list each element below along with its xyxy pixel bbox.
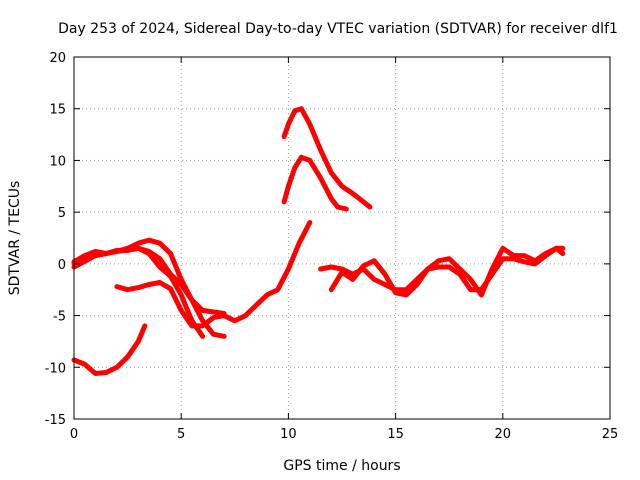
series-track-3 xyxy=(71,245,206,339)
data-series xyxy=(71,106,566,376)
y-axis-label: SDTVAR / TECUs xyxy=(7,181,23,296)
x-tick-label-3: 15 xyxy=(387,427,404,442)
series-track-1 xyxy=(71,323,148,376)
x-tick-label-2: 10 xyxy=(280,427,297,442)
y-tick-label-0: -15 xyxy=(45,413,66,428)
x-tick-label-0: 0 xyxy=(70,427,78,442)
series-track-7 xyxy=(281,154,349,212)
x-tick-label-1: 5 xyxy=(177,427,185,442)
y-tick-label-2: -5 xyxy=(53,310,66,325)
y-tick-label-1: -10 xyxy=(45,361,66,376)
series-track-6 xyxy=(281,106,373,210)
x-tick-label-4: 20 xyxy=(495,427,512,442)
series-track-9 xyxy=(328,245,566,298)
series-track-5 xyxy=(71,245,227,316)
y-tick-label-7: 20 xyxy=(49,51,66,66)
axis-ticks: 0 5 10 15 20 25 -15 -10 -5 0 5 10 15 20 xyxy=(45,51,619,442)
chart-title: Day 253 of 2024, Sidereal Day-to-day VTE… xyxy=(58,21,618,37)
y-tick-label-3: 0 xyxy=(58,258,66,273)
grid-lines xyxy=(74,57,610,419)
y-tick-label-4: 5 xyxy=(58,206,66,221)
plot-frame xyxy=(73,56,611,420)
series-track-2 xyxy=(114,220,313,329)
y-tick-label-6: 15 xyxy=(49,103,66,118)
x-tick-label-5: 25 xyxy=(602,427,619,442)
x-axis-label: GPS time / hours xyxy=(283,458,400,474)
y-tick-label-5: 10 xyxy=(49,154,66,169)
